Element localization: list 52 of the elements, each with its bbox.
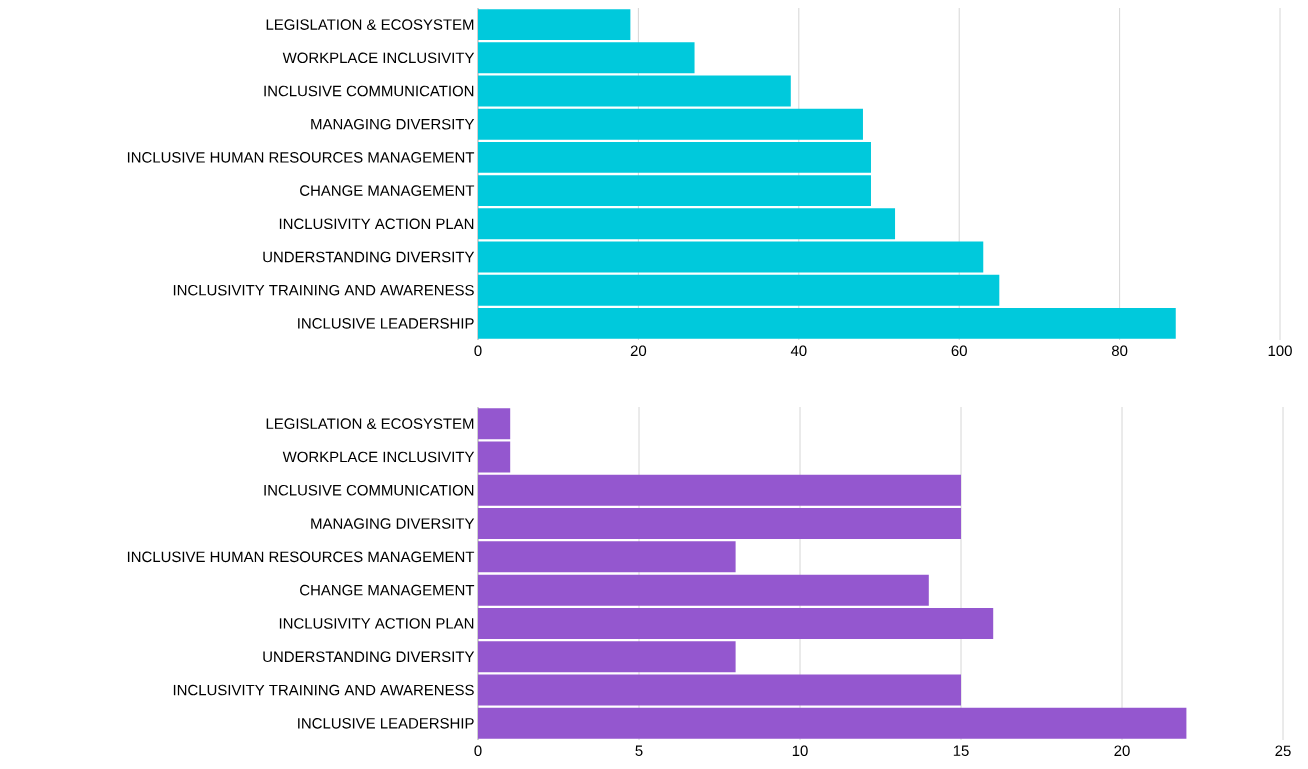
y-tick-label: WORKPLACE INCLUSIVITY [282,451,475,463]
x-tick-label: 10 [792,745,808,757]
x-tick-label: 25 [1275,745,1291,757]
x-tick-label: 20 [630,345,647,357]
y-tick-label: INCLUSIVE LEADERSHIP [298,718,474,729]
x-tick-label: 40 [790,345,807,357]
y-tick-label: MANAGING DIVERSITY [311,118,475,130]
bar [478,474,962,506]
y-tick-label: MANAGING DIVERSITY [311,518,475,529]
y-tick-label: INCLUSIVE HUMAN RESOURCES MANAGEMENT [127,551,475,563]
y-tick-label: LEGISLATION & ECOSYSTEM [266,418,474,429]
bar [478,641,736,673]
y-tick-label: INCLUSIVE COMMUNICATION [264,484,474,496]
y-tick-label: INCLUSIVE COMMUNICATION [264,85,474,97]
x-tick-label: 0 [474,745,482,757]
bar [478,208,896,240]
bar [478,175,871,207]
y-tick-label: INCLUSIVITY ACTION PLAN [279,618,474,629]
bar [478,141,871,173]
bar [478,607,994,639]
bar [478,674,962,706]
y-tick-label: INCLUSIVE HUMAN RESOURCES MANAGEMENT [127,152,475,163]
bar [478,707,1187,739]
y-tick-label: INCLUSIVITY ACTION PLAN [279,218,474,230]
y-tick-label: CHANGE MANAGEMENT [300,185,475,196]
bar [478,508,962,540]
y-tick-label: LEGISLATION & ECOSYSTEM [266,19,474,30]
y-tick-label: UNDERSTANDING DIVERSITY [263,251,475,263]
y-tick-label: WORKPLACE INCLUSIVITY [282,52,475,64]
bar [478,241,984,273]
bar [478,108,863,140]
x-tick-label: 20 [1114,745,1130,757]
x-tick-label: 5 [635,745,643,756]
bar [478,408,511,440]
bar [478,75,791,107]
x-tick-label: 60 [951,345,967,357]
bar [478,9,631,41]
y-tick-label: INCLUSIVITY TRAINING AND AWARENESS [173,684,474,696]
bar [478,541,736,573]
x-tick-label: 0 [474,345,482,357]
y-tick-label: CHANGE MANAGEMENT [300,584,475,596]
bar [478,307,1176,339]
bar [478,574,929,606]
y-tick-label: UNDERSTANDING DIVERSITY [263,651,475,663]
x-tick-label: 80 [1111,345,1128,357]
y-tick-label: INCLUSIVE LEADERSHIP [298,318,474,329]
bar [478,42,695,74]
y-tick-label: INCLUSIVITY TRAINING AND AWARENESS [173,284,474,296]
bar [478,274,1000,306]
bar [478,441,511,473]
x-tick-label: 100 [1268,345,1292,357]
x-tick-label: 15 [953,745,969,756]
